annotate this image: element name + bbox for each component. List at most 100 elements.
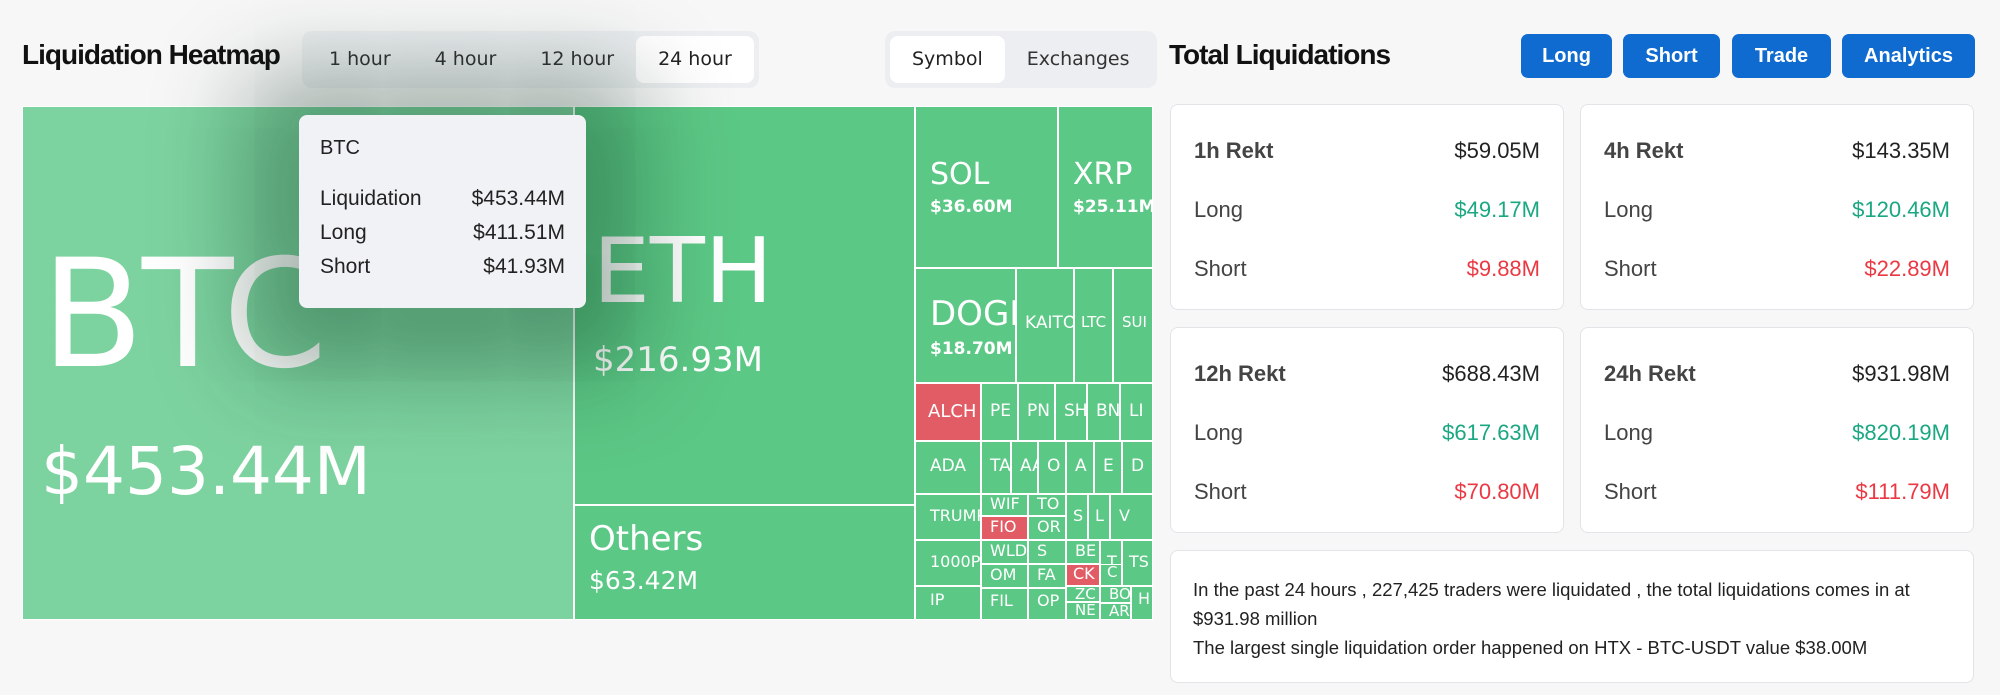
cell-symbol: H — [1138, 589, 1151, 608]
short-label: Short — [1604, 478, 1657, 504]
trade-button[interactable]: Trade — [1732, 34, 1831, 78]
heatmap-cell-wif[interactable]: WIF — [981, 494, 1028, 516]
heatmap-cell-xrp[interactable]: XRP $25.11M — [1058, 106, 1153, 268]
heatmap-cell-fil[interactable]: FIL — [981, 588, 1028, 620]
heatmap-cell-bo[interactable]: BO — [1100, 586, 1131, 603]
card-title: 4h Rekt — [1604, 137, 1684, 163]
long-label: Long — [1604, 196, 1653, 222]
summary-line-1: In the past 24 hours , 227,425 traders w… — [1193, 579, 1910, 629]
card-title: 12h Rekt — [1194, 360, 1286, 386]
cell-symbol: PE — [990, 401, 1011, 421]
short-label: Short — [1194, 478, 1247, 504]
cell-symbol: FIL — [990, 591, 1013, 610]
cell-symbol: IP — [930, 590, 945, 609]
heatmap-cell-fa[interactable]: FA — [1028, 564, 1066, 588]
heatmap-tooltip: BTC Liquidation $453.44M Long $411.51M S… — [299, 115, 586, 308]
heatmap-cell-ar[interactable]: AR — [1100, 603, 1131, 620]
heatmap-cell-alch[interactable]: ALCH — [915, 383, 981, 441]
time-range-tabs: 1 hour 4 hour 12 hour 24 hour — [302, 31, 759, 88]
card-short-row: Short $22.89M — [1604, 239, 1950, 298]
heatmap-cell-sol[interactable]: SOL $36.60M — [915, 106, 1058, 268]
long-value: $49.17M — [1454, 196, 1540, 222]
short-value: $22.89M — [1864, 255, 1950, 281]
heatmap-cell-s[interactable]: S — [1066, 494, 1088, 540]
tab-symbol[interactable]: Symbol — [890, 36, 1005, 83]
cell-symbol: ETH — [593, 219, 773, 324]
heatmap-cell-d[interactable]: D — [1122, 441, 1153, 494]
tooltip-row-liquidation: Liquidation $453.44M — [320, 182, 565, 216]
heatmap-cell-c[interactable]: C — [1100, 564, 1122, 586]
short-value: $70.80M — [1454, 478, 1540, 504]
heatmap-cell-eth[interactable]: ETH $216.93M — [574, 106, 915, 505]
heatmap-cell-1000pe[interactable]: 1000PE — [915, 540, 981, 586]
tab-12-hour[interactable]: 12 hour — [540, 48, 615, 70]
long-button[interactable]: Long — [1521, 34, 1612, 78]
card-header: 4h Rekt $143.35M — [1604, 121, 1950, 180]
long-label: Long — [1604, 419, 1653, 445]
short-button[interactable]: Short — [1623, 34, 1720, 78]
heatmap-cell-kaito[interactable]: KAITO — [1016, 268, 1074, 383]
heatmap-cell-fio[interactable]: FIO — [981, 516, 1028, 540]
card-header: 12h Rekt $688.43M — [1194, 344, 1540, 403]
heatmap-cell-a[interactable]: A — [1066, 441, 1094, 494]
cell-value: $18.70M — [930, 338, 1013, 359]
heatmap-cell-pe[interactable]: PE — [981, 383, 1018, 441]
heatmap-cell-ip[interactable]: IP — [915, 586, 981, 620]
cell-symbol: O — [1047, 456, 1061, 476]
heatmap-cell-om[interactable]: OM — [981, 564, 1028, 588]
rekt-card-1h: 1h Rekt $59.05M Long $49.17M Short $9.88M — [1170, 104, 1564, 310]
heatmap-cell-ada[interactable]: ADA — [915, 441, 981, 494]
heatmap-cell-doge[interactable]: DOGE $18.70M — [915, 268, 1016, 383]
heatmap-cell-zc[interactable]: ZC — [1066, 586, 1100, 602]
heatmap-cell-v[interactable]: V — [1110, 494, 1153, 540]
cell-symbol: AA — [1020, 456, 1037, 476]
cell-symbol: SH — [1064, 401, 1087, 421]
heatmap-cell-ne[interactable]: NE — [1066, 602, 1100, 620]
cell-symbol: XRP — [1073, 157, 1133, 192]
heatmap-cell-ck[interactable]: CK — [1066, 564, 1100, 586]
cell-value: $25.11M — [1073, 196, 1153, 217]
tooltip-row-long: Long $411.51M — [320, 216, 565, 250]
heatmap-cell-wld[interactable]: WLD — [981, 540, 1028, 564]
heatmap-cell-op[interactable]: OP — [1028, 588, 1066, 620]
heatmap-cell-pn[interactable]: PN — [1018, 383, 1055, 441]
heatmap-cell-s[interactable]: S — [1028, 540, 1066, 564]
heatmap-cell-o[interactable]: O — [1038, 441, 1066, 494]
cell-value: $216.93M — [593, 339, 763, 380]
cell-symbol: LTC — [1081, 313, 1107, 331]
cell-symbol: Others — [589, 519, 704, 559]
heatmap-cell-e[interactable]: E — [1094, 441, 1122, 494]
heatmap-cell-be[interactable]: BE — [1066, 540, 1100, 564]
heatmap-cell-sui[interactable]: SUI — [1113, 268, 1153, 383]
card-long-row: Long $120.46M — [1604, 180, 1950, 239]
heatmap-cell-li[interactable]: LI — [1120, 383, 1153, 441]
heatmap-cell-sh[interactable]: SH — [1055, 383, 1087, 441]
tab-exchanges[interactable]: Exchanges — [1026, 48, 1130, 70]
tab-4-hour[interactable]: 4 hour — [434, 48, 497, 70]
cell-symbol: ZC — [1075, 586, 1096, 602]
card-total: $143.35M — [1852, 137, 1950, 163]
cell-symbol: KAITO — [1025, 313, 1074, 333]
heatmap-cell-ltc[interactable]: LTC — [1074, 268, 1113, 383]
heatmap-cell-trump[interactable]: TRUMP — [915, 494, 981, 540]
heatmap-cell-to[interactable]: TO — [1028, 494, 1066, 516]
cell-symbol: AR — [1109, 603, 1130, 620]
tooltip-value: $41.93M — [483, 255, 565, 278]
view-tabs: Symbol Exchanges — [885, 31, 1157, 88]
heatmap-cell-or[interactable]: OR — [1028, 516, 1066, 540]
heatmap-cell-h[interactable]: H — [1131, 586, 1153, 620]
tab-1-hour[interactable]: 1 hour — [329, 48, 391, 70]
tooltip-row-short: Short $41.93M — [320, 250, 565, 284]
heatmap-cell-aa[interactable]: AA — [1011, 441, 1038, 494]
heatmap-cell-l[interactable]: L — [1088, 494, 1110, 540]
heatmap-cell-ts[interactable]: TS — [1122, 540, 1153, 586]
tab-24-hour[interactable]: 24 hour — [636, 36, 754, 83]
card-total: $688.43M — [1442, 360, 1540, 386]
heatmap-cell-ta[interactable]: TA — [981, 441, 1011, 494]
analytics-button[interactable]: Analytics — [1842, 34, 1975, 78]
heatmap-cell-bn[interactable]: BN — [1087, 383, 1120, 441]
long-value: $120.46M — [1852, 196, 1950, 222]
cell-value: $63.42M — [589, 565, 699, 595]
cell-symbol: TRUMP — [930, 506, 981, 525]
heatmap-cell-others[interactable]: Others $63.42M — [574, 505, 915, 620]
